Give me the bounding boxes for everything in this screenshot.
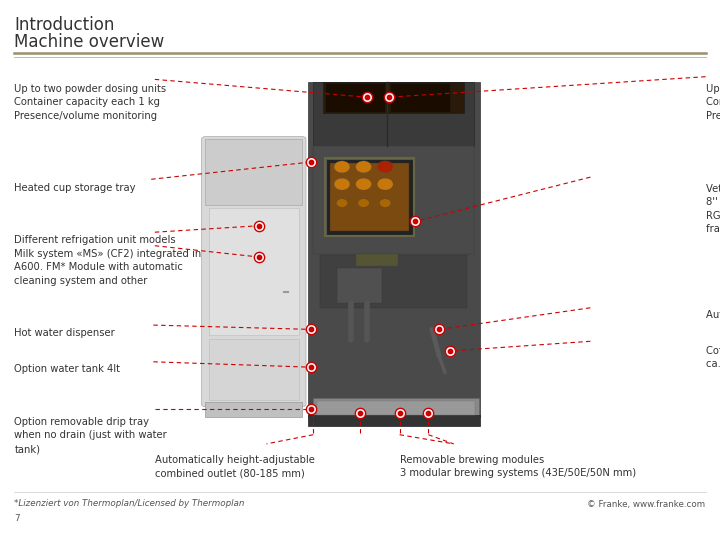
Circle shape bbox=[377, 161, 393, 173]
Point bbox=[305, 158, 317, 166]
Text: 7: 7 bbox=[14, 514, 20, 523]
Bar bbox=[356, 254, 398, 266]
Bar bbox=[326, 159, 413, 235]
Text: Different refrigation unit models
Milk system «MS» (CF2) integrated in
A600. FM*: Different refrigation unit models Milk s… bbox=[14, 235, 202, 286]
Bar bbox=[308, 415, 480, 426]
Point bbox=[305, 405, 317, 414]
Point bbox=[361, 93, 373, 102]
Bar bbox=[320, 255, 467, 308]
Point bbox=[305, 325, 317, 334]
Text: *Lizenziert von Thermoplan/Licensed by Thermoplan: *Lizenziert von Thermoplan/Licensed by T… bbox=[14, 500, 245, 509]
Circle shape bbox=[334, 161, 350, 173]
Text: Up to two powder dosing units
Container capacity each 1 kg
Presence/volume monit: Up to two powder dosing units Container … bbox=[14, 84, 166, 121]
Point bbox=[305, 363, 317, 372]
Bar bbox=[205, 139, 302, 205]
Bar bbox=[205, 402, 302, 417]
Point bbox=[444, 347, 456, 355]
Point bbox=[305, 325, 317, 334]
Point bbox=[305, 158, 317, 166]
Bar bbox=[308, 82, 480, 417]
Point bbox=[354, 409, 366, 417]
Point bbox=[253, 253, 265, 261]
Text: Machine overview: Machine overview bbox=[14, 33, 165, 51]
Circle shape bbox=[356, 178, 372, 190]
Point bbox=[305, 405, 317, 414]
Point bbox=[423, 409, 434, 417]
Bar bbox=[337, 268, 382, 303]
Text: Option water tank 4lt: Option water tank 4lt bbox=[14, 364, 120, 375]
Text: Autosteam or Autosteam Pro: Autosteam or Autosteam Pro bbox=[706, 310, 720, 320]
Point bbox=[253, 253, 265, 261]
Point bbox=[433, 325, 445, 334]
Circle shape bbox=[336, 199, 348, 207]
Bar bbox=[313, 146, 474, 254]
Point bbox=[361, 93, 373, 102]
Bar bbox=[323, 82, 464, 113]
Bar bbox=[209, 339, 299, 400]
Bar bbox=[330, 163, 409, 231]
Circle shape bbox=[379, 199, 391, 207]
Text: Removable brewing modules
3 modular brewing systems (43E/50E/50N mm): Removable brewing modules 3 modular brew… bbox=[400, 455, 636, 478]
Bar bbox=[326, 84, 385, 112]
Text: Heated cup storage tray: Heated cup storage tray bbox=[14, 183, 136, 193]
Bar bbox=[313, 398, 479, 417]
Text: Automatically height-adjustable
combined outlet (80-185 mm): Automatically height-adjustable combined… bbox=[155, 455, 315, 478]
Text: Option removable drip tray
when no drain (just with water
tank): Option removable drip tray when no drain… bbox=[14, 417, 167, 454]
Point bbox=[433, 325, 445, 334]
Text: Vetro Touch screen
8'' A600
RGB frame light with
frame protection: Vetro Touch screen 8'' A600 RGB frame li… bbox=[706, 184, 720, 234]
Point bbox=[354, 409, 366, 417]
Point bbox=[410, 217, 421, 226]
Text: Coffee grounds container
ca. 80 pcs.: Coffee grounds container ca. 80 pcs. bbox=[706, 346, 720, 369]
Point bbox=[394, 409, 405, 417]
Text: Hot water dispenser: Hot water dispenser bbox=[14, 328, 115, 338]
Bar bbox=[313, 82, 474, 146]
Bar bbox=[317, 401, 475, 415]
Point bbox=[444, 347, 456, 355]
Text: Up to two grinders with ceramic grinding discs
Container capacity of 2 x 1.2 kg : Up to two grinders with ceramic grinding… bbox=[706, 84, 720, 121]
Point bbox=[253, 221, 265, 230]
FancyBboxPatch shape bbox=[202, 137, 306, 407]
Bar bbox=[209, 208, 299, 335]
Point bbox=[394, 409, 405, 417]
Text: © Franke, www.franke.com: © Franke, www.franke.com bbox=[588, 500, 706, 509]
Point bbox=[305, 363, 317, 372]
Circle shape bbox=[377, 178, 393, 190]
Bar bbox=[325, 158, 414, 236]
Point bbox=[383, 93, 395, 102]
Point bbox=[410, 217, 421, 226]
Bar bbox=[391, 84, 450, 112]
Text: Introduction: Introduction bbox=[14, 16, 114, 34]
Circle shape bbox=[358, 199, 369, 207]
Point bbox=[383, 93, 395, 102]
Point bbox=[253, 221, 265, 230]
Circle shape bbox=[356, 161, 372, 173]
Point bbox=[423, 409, 434, 417]
Circle shape bbox=[334, 178, 350, 190]
